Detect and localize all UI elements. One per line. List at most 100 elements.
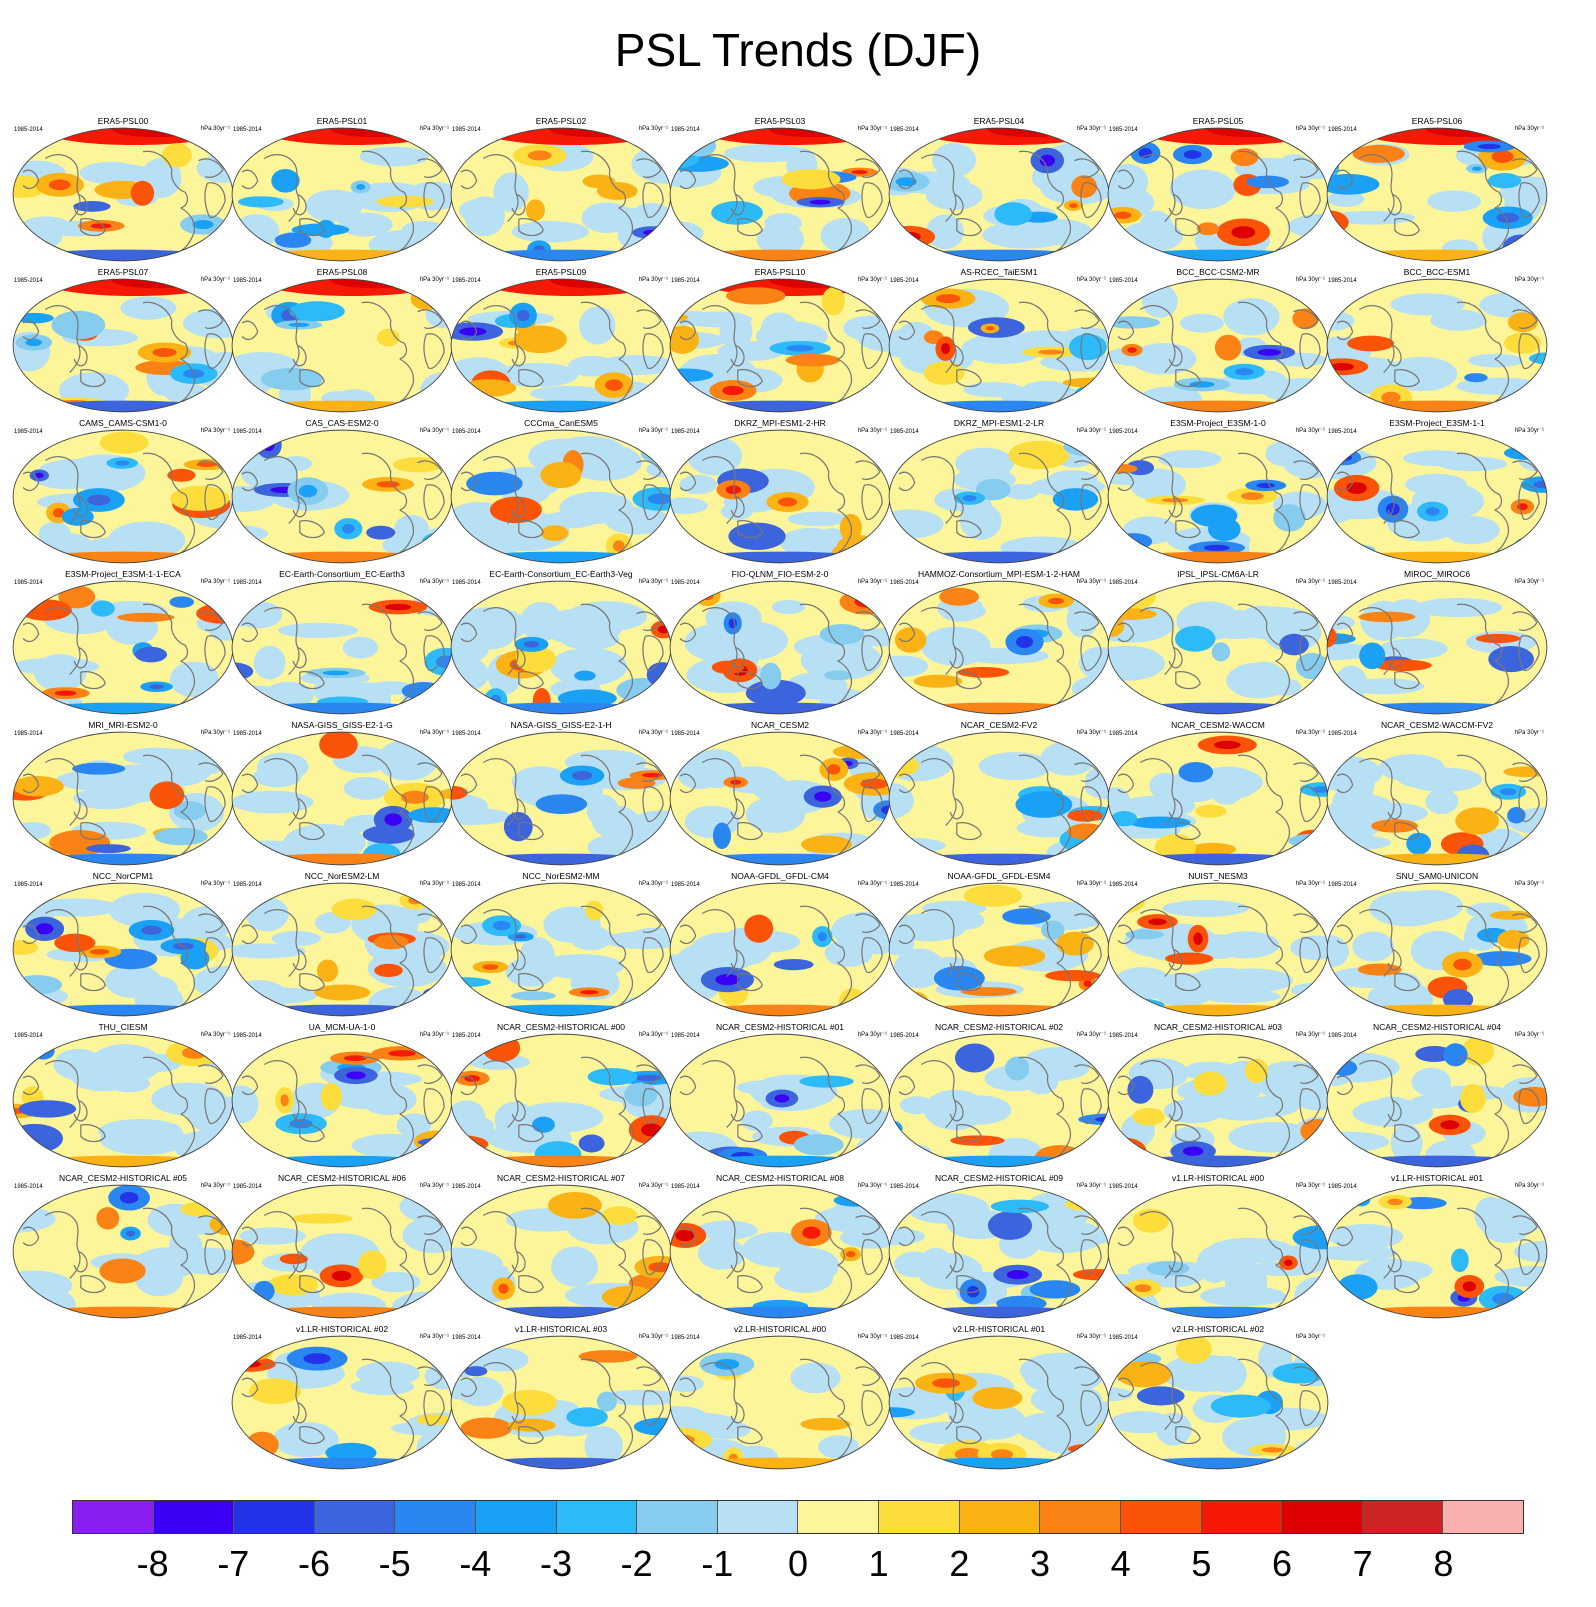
trend-region <box>1330 1059 1358 1076</box>
coastline <box>837 660 853 705</box>
coastline <box>1387 948 1402 971</box>
trend-region <box>1327 584 1363 603</box>
trend-region <box>809 199 831 205</box>
coastline <box>142 452 189 511</box>
panel-units: hPa 30yr⁻¹ <box>638 428 668 434</box>
coastline <box>636 309 662 329</box>
trend-region <box>314 984 371 1001</box>
coastline <box>1299 1239 1321 1276</box>
trend-region <box>515 646 557 673</box>
trend-region <box>899 1306 1099 1318</box>
trend-region <box>1494 1266 1547 1288</box>
panel-units: hPa 30yr⁻¹ <box>857 428 887 434</box>
coastline <box>580 603 627 662</box>
trend-region <box>1327 191 1365 207</box>
panel-title: NASA-GISS_GISS-E2-1-G <box>291 720 393 730</box>
trend-region <box>1128 816 1191 829</box>
coastline <box>1387 797 1402 820</box>
trend-region <box>23 1306 223 1318</box>
trend-region <box>411 996 452 1010</box>
trend-region <box>1533 480 1547 489</box>
trend-region <box>490 694 501 705</box>
map-svg <box>231 882 453 1017</box>
panel-units: hPa 30yr⁻¹ <box>200 428 230 434</box>
coastline <box>1080 182 1102 219</box>
coastline <box>204 937 226 974</box>
panel-period: 1985-2014 <box>890 1184 919 1190</box>
trend-region <box>640 443 669 463</box>
coastline <box>299 218 325 237</box>
trend-region <box>574 670 596 681</box>
map-svg <box>231 127 453 262</box>
trend-region <box>684 135 717 157</box>
trend-region <box>635 1074 662 1082</box>
colorbar-box <box>314 1501 396 1533</box>
trend-region <box>1358 611 1416 623</box>
map-panel: ERA5-PSL06 1985-2014 hPa 30yr⁻¹ <box>1326 116 1548 264</box>
map-panel: NCAR_CESM2-HISTORICAL #02 1985-2014 hPa 30… <box>888 1022 1110 1170</box>
coastline <box>855 1215 881 1235</box>
coastline <box>920 154 957 222</box>
coastline <box>80 218 106 237</box>
trend-region <box>1005 1056 1030 1081</box>
trend-region <box>824 939 873 967</box>
coastline <box>518 218 544 237</box>
trend-region <box>832 744 888 759</box>
coastline <box>1074 1064 1100 1084</box>
trend-region <box>983 945 1046 967</box>
coastline <box>730 646 745 669</box>
coastline <box>1018 452 1065 511</box>
panel-period: 1985-2014 <box>1109 278 1138 284</box>
trend-region <box>192 220 214 230</box>
coastline <box>1358 305 1395 373</box>
coastline <box>1080 635 1102 672</box>
map-panel: NCC_NorESM2-MM 1985-2014 hPa 30yr⁻¹ <box>450 871 672 1019</box>
panel-period: 1985-2014 <box>1109 882 1138 888</box>
trend-region <box>684 805 740 839</box>
trend-region <box>730 779 742 785</box>
coastline <box>701 1060 738 1128</box>
trend-region <box>1327 625 1337 648</box>
coastline <box>1168 797 1183 820</box>
trend-region <box>819 623 865 645</box>
map-panel: NCAR_CESM2-HISTORICAL #03 1985-2014 hPa 30… <box>1107 1022 1329 1170</box>
panel-units: hPa 30yr⁻¹ <box>1076 1183 1106 1189</box>
panel-period: 1985-2014 <box>1109 1335 1138 1341</box>
trend-region <box>1024 219 1093 246</box>
panel-units: hPa 30yr⁻¹ <box>638 730 668 736</box>
coastline <box>460 169 478 190</box>
panel-title: DKRZ_MPI-ESM1-2-HR <box>734 418 826 428</box>
trend-region <box>899 853 1099 865</box>
trend-region <box>1118 1306 1318 1318</box>
map-panel: NCAR_CESM2-HISTORICAL #08 1985-2014 hPa 30… <box>669 1173 891 1321</box>
panel-title: NCC_NorCPM1 <box>92 871 154 881</box>
trend-region <box>1337 400 1537 412</box>
coastline <box>1056 1264 1072 1309</box>
coastline <box>518 1426 544 1445</box>
map-panel: NCAR_CESM2-HISTORICAL #01 1985-2014 hPa 30… <box>669 1022 891 1170</box>
panel-units: hPa 30yr⁻¹ <box>857 1032 887 1038</box>
trend-region <box>578 1134 605 1153</box>
coastline <box>482 1060 519 1128</box>
coastline <box>299 1426 325 1445</box>
trend-region <box>1132 1107 1165 1126</box>
panel-period: 1985-2014 <box>452 1184 481 1190</box>
coastline <box>361 452 408 511</box>
trend-region <box>1471 951 1532 967</box>
coastline <box>1293 1064 1319 1084</box>
coastline <box>861 182 883 219</box>
coastline <box>423 182 445 219</box>
trend-region <box>679 474 718 495</box>
coastline <box>204 182 226 219</box>
trend-region <box>54 933 96 953</box>
trend-region <box>1157 449 1222 469</box>
trend-region <box>457 1376 504 1407</box>
coastline <box>263 758 300 826</box>
trend-region <box>1193 932 1203 945</box>
coastline <box>730 1401 745 1424</box>
coastline <box>1299 333 1321 370</box>
colorbar-box <box>234 1501 315 1533</box>
map-panel: MRI_MRI-ESM2-0 1985-2014 hPa 30yr⁻¹ <box>12 720 234 868</box>
panel-period: 1985-2014 <box>1328 429 1357 435</box>
coastline <box>898 773 916 794</box>
